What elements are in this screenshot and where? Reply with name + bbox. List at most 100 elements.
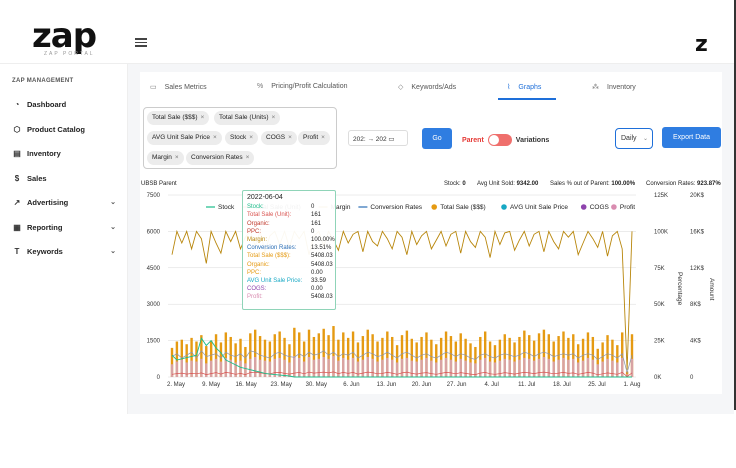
metric-chip[interactable]: Total Sale (Units) × <box>214 111 281 125</box>
bar-profit <box>479 359 482 377</box>
series-line-conversion <box>171 350 633 374</box>
bar-total-sale <box>332 326 335 377</box>
bar-profit <box>483 357 487 377</box>
toggle-label-variations: Variations <box>515 136 550 144</box>
metric-chip[interactable]: Stock × <box>225 131 259 145</box>
bar-profit <box>528 358 531 377</box>
logo-subtitle: ZAP PORTAL <box>44 51 95 57</box>
bar-total-sale <box>449 336 453 377</box>
tooltip-date: 2022-06-04 <box>247 194 283 201</box>
close-icon[interactable]: × <box>288 134 292 141</box>
user-avatar[interactable]: z <box>695 32 708 57</box>
metric-chip[interactable]: AVG Unit Sale Price × <box>147 131 222 145</box>
tooltip-row-value: 100.00% <box>311 237 335 244</box>
zap-logo[interactable]: zap <box>32 16 97 56</box>
sidebar-item-product-catalog[interactable]: ⬡ Product Catalog <box>12 121 124 137</box>
bar-total-sale <box>356 342 360 377</box>
bar-total-sale <box>342 332 345 377</box>
tab-pricing-profit[interactable]: % Pricing/Profit Calculation <box>257 83 348 90</box>
sidebar-item-dashboard[interactable]: ◔ Dashboard <box>12 96 124 112</box>
chart-tooltip: 2022-06-04 Stock: 0 Total Sale (Unit): 161 O… <box>242 190 336 310</box>
close-icon[interactable]: × <box>213 134 217 141</box>
bar-total-sale <box>537 333 541 377</box>
close-icon[interactable]: × <box>174 154 179 161</box>
bar-profit <box>449 359 453 377</box>
bar-total-sale <box>528 335 531 377</box>
y-amount-tick-label: 8K$ <box>690 302 701 308</box>
bar-total-sale <box>391 336 394 377</box>
tab-sales-metrics[interactable]: ▭ Sales Metrics <box>150 83 207 92</box>
close-icon[interactable]: × <box>200 114 205 121</box>
tag-icon: ⬡ <box>13 124 21 134</box>
bar-total-sale <box>547 334 551 377</box>
legend-label: AVG Unit Sale Price <box>510 204 568 211</box>
tooltip-row-label: Total Sale ($$$): <box>247 253 291 260</box>
metric-chip[interactable]: Conversion Rates × <box>186 151 255 165</box>
metric-chip[interactable]: Margin × <box>147 151 184 165</box>
chevron-down-icon: ⌄ <box>110 248 116 255</box>
bar-profit <box>209 360 213 377</box>
legend-label: Total Sale ($$$) <box>440 204 486 211</box>
bar-profit <box>581 360 585 377</box>
sidebar-item-reporting[interactable]: ▦ Reporting ⌄ <box>12 219 124 235</box>
tab-inventory[interactable]: ⁂ Inventory <box>592 83 636 92</box>
export-data-button[interactable]: Export Data <box>662 127 721 148</box>
legend-label: Margin <box>331 204 351 211</box>
bar-total-sale <box>209 340 213 377</box>
bar-total-sale <box>474 346 477 377</box>
date-range-input[interactable]: 202: → 202 ▭ <box>348 130 408 146</box>
y-amount-tick-label: 20K$ <box>690 193 705 199</box>
series-line-stock <box>171 337 632 378</box>
bar-total-sale <box>459 333 462 377</box>
bar-profit <box>469 362 472 377</box>
sidebar-item-sales[interactable]: $ Sales <box>12 170 124 186</box>
bar-profit <box>557 359 560 377</box>
bar-profit <box>371 358 374 377</box>
tab-label: Inventory <box>607 83 636 91</box>
y-tick-label: 1500 <box>147 339 161 345</box>
bar-total-sale <box>464 338 467 377</box>
go-button[interactable]: Go <box>422 128 452 149</box>
metric-chip[interactable]: Profit × <box>298 131 330 145</box>
sidebar-item-inventory[interactable]: ▤ Inventory <box>12 145 124 161</box>
bar-profit <box>444 357 448 377</box>
graph-icon: ⌇ <box>507 84 511 91</box>
tab-keywords-ads[interactable]: ◇ Keywords/Ads <box>398 83 456 92</box>
bar-total-sale <box>361 336 365 377</box>
bar-profit <box>366 356 369 377</box>
metric-selector[interactable] <box>143 107 337 169</box>
bar-profit <box>410 360 413 377</box>
bar-profit <box>214 358 218 377</box>
close-icon[interactable]: × <box>245 154 250 161</box>
tooltip-row-label: AVG Unit Sale Price: <box>247 278 303 285</box>
tooltip-row-label: COGS: <box>247 286 267 293</box>
tab-graphs[interactable]: ⌇ Graphs <box>507 83 541 92</box>
y-pct-tick-label: 0K <box>654 375 661 381</box>
avg-unit-sold-stat: Avg Unit Sold: 9342.00 <box>477 181 539 187</box>
metric-chip[interactable]: COGS × <box>261 131 297 145</box>
sales-chart[interactable]: 0 1500 3000 4500 6000 7500 0K 25K 50K 75K 100K 125K… <box>140 186 730 394</box>
bar-total-sale <box>415 342 418 377</box>
close-icon[interactable]: × <box>249 134 254 141</box>
metric-chip[interactable]: Total Sale ($$$) × <box>147 111 210 125</box>
period-select[interactable]: Daily ⌄ <box>615 128 653 149</box>
bar-total-sale <box>479 336 482 377</box>
wallet-icon: ▭ <box>150 84 157 91</box>
close-icon[interactable]: × <box>321 134 325 141</box>
bar-total-sale <box>327 335 330 377</box>
sidebar-item-advertising[interactable]: ↗ Advertising ⌄ <box>12 194 124 210</box>
bar-profit <box>381 359 384 377</box>
parent-variations-switch[interactable] <box>487 134 512 146</box>
parent-variations-toggle: Parent Variations <box>462 134 549 146</box>
bar-total-sale <box>454 341 458 377</box>
legend-label: Conversion Rates <box>370 204 422 211</box>
close-icon[interactable]: × <box>271 114 276 121</box>
menu-toggle-icon[interactable] <box>135 38 147 48</box>
tooltip-row-value: 0 <box>311 204 315 211</box>
bar-profit <box>298 357 301 377</box>
bar-profit <box>205 363 208 377</box>
sidebar-item-keywords[interactable]: T Keywords ⌄ <box>12 243 124 259</box>
bar-total-sale <box>508 337 511 377</box>
tooltip-row-value: 0.00 <box>311 286 323 293</box>
chevron-down-icon: ⌄ <box>110 199 116 206</box>
